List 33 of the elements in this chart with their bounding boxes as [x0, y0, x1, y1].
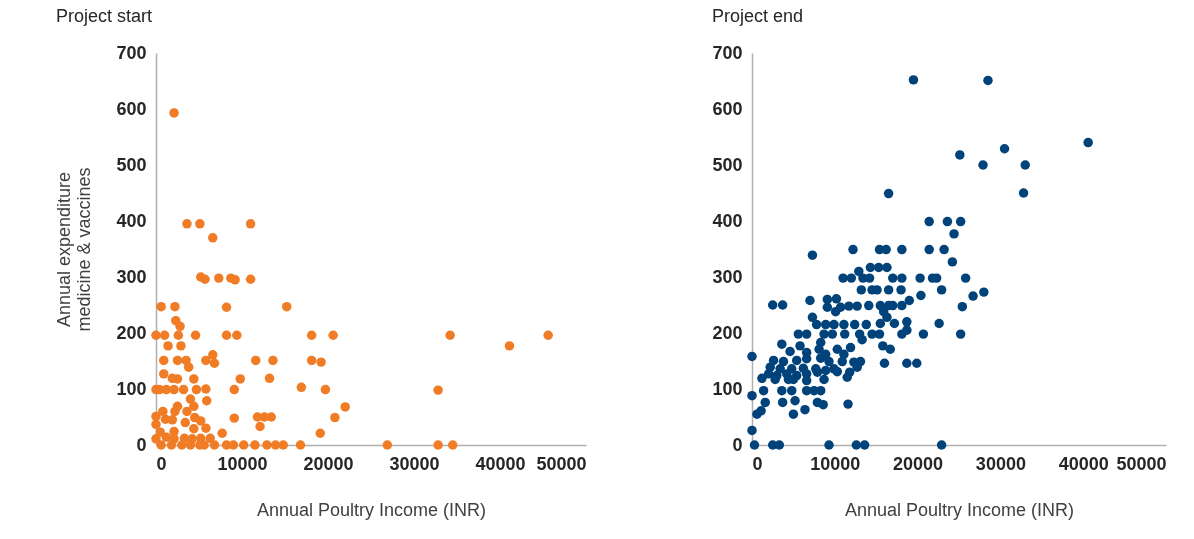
y-tick-label: 700: [712, 42, 743, 63]
x-tick-label: 0: [752, 453, 763, 474]
x-axis-title: Annual Poultry Income (INR): [844, 499, 1075, 520]
x-tick-label: 30000: [975, 453, 1026, 474]
y-tick-label: 500: [712, 154, 743, 175]
y-axis-title: Annual expenditure medicine & vaccines: [54, 167, 95, 332]
y-tick-label: 100: [116, 378, 147, 399]
x-tick-label: 10000: [217, 453, 268, 474]
x-tick-label: 20000: [893, 453, 944, 474]
x-tick-label: 40000: [1058, 453, 1109, 474]
y-tick-label: 200: [712, 322, 743, 343]
y-tick-label: 600: [712, 98, 743, 119]
y-tick-label: 300: [712, 266, 743, 287]
x-tick-label: 0: [156, 453, 167, 474]
y-tick-label: 700: [116, 42, 147, 63]
y-tick-label: 400: [712, 210, 743, 231]
y-tick-label: 100: [712, 378, 743, 399]
x-tick-label: 40000: [475, 453, 526, 474]
x-tick-label: 10000: [810, 453, 861, 474]
y-tick-label: 500: [116, 154, 147, 175]
y-tick-label: 600: [116, 98, 147, 119]
y-tick-label: 0: [732, 434, 743, 455]
y-tick-label: 400: [116, 210, 147, 231]
y-tick-label: 300: [116, 266, 147, 287]
x-tick-label: 50000: [1116, 453, 1167, 474]
x-tick-label: 30000: [389, 453, 440, 474]
y-tick-label: 200: [116, 322, 147, 343]
chart-title: Project end: [711, 6, 804, 26]
x-tick-label: 20000: [303, 453, 354, 474]
x-axis-title: Annual Poultry Income (INR): [256, 499, 487, 520]
chart-title: Project start: [55, 6, 152, 26]
y-tick-label: 0: [136, 434, 147, 455]
x-tick-label: 50000: [536, 453, 587, 474]
